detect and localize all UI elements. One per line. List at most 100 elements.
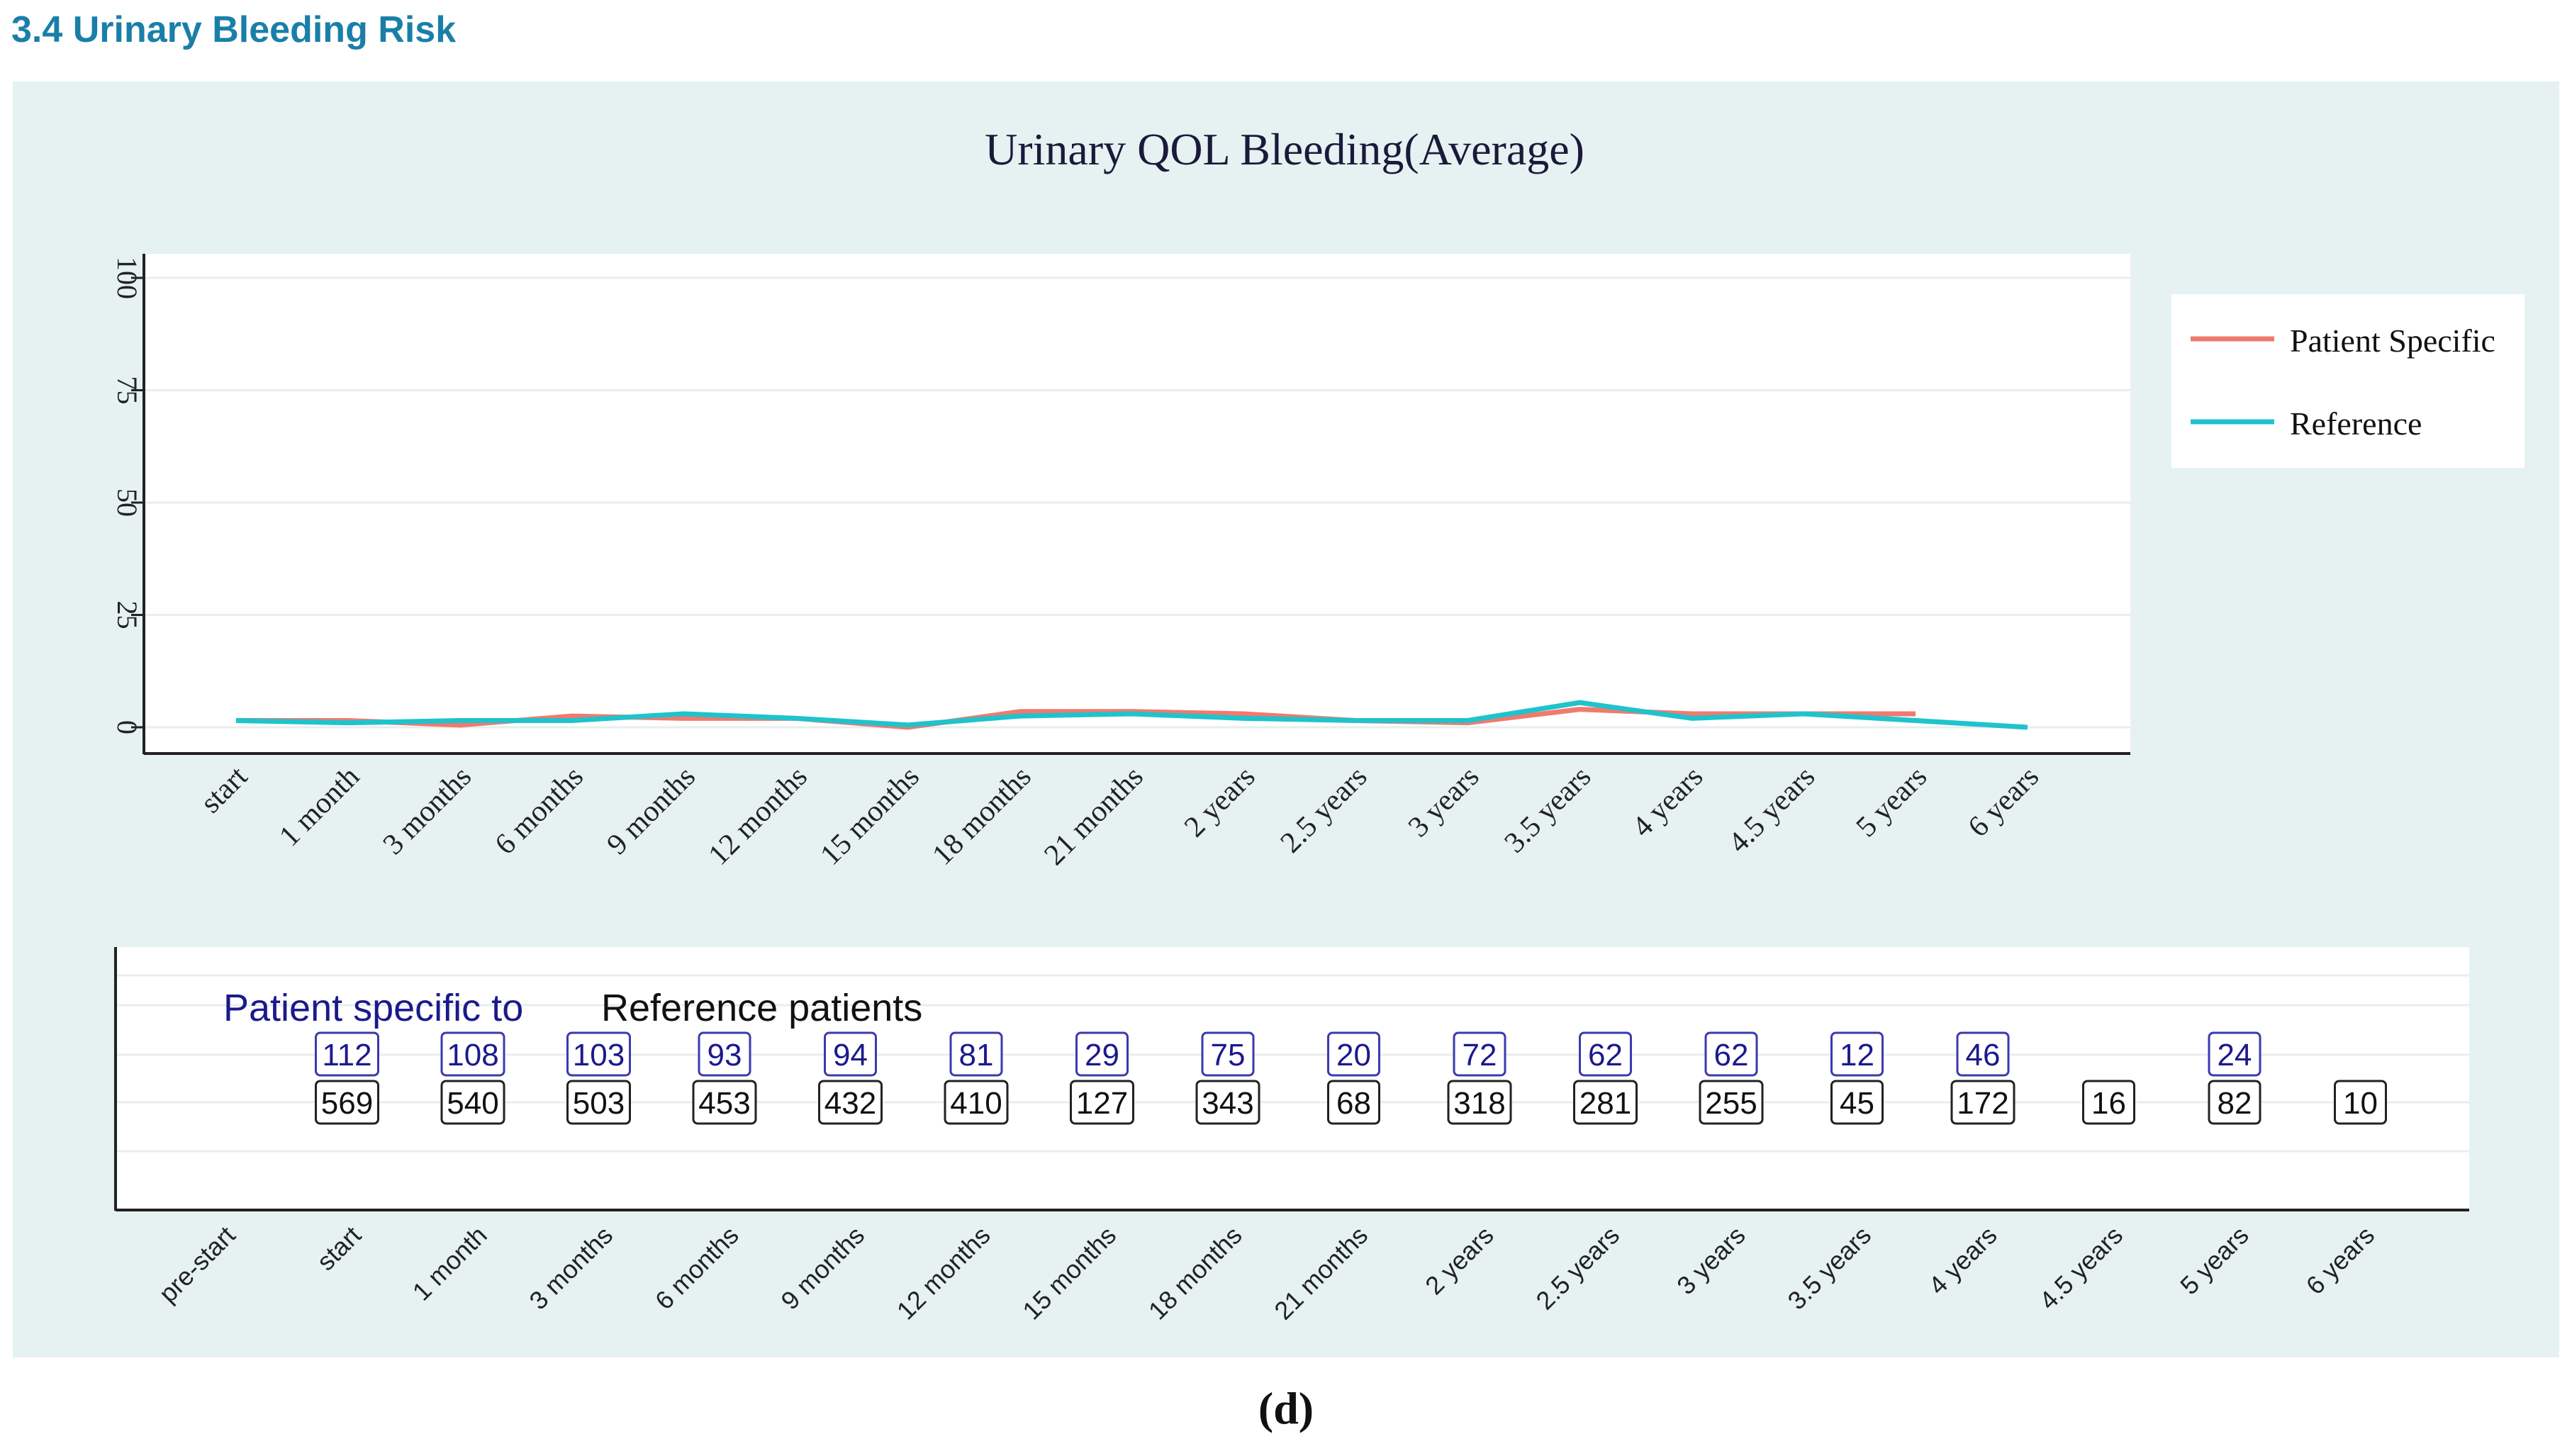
count-cell-box: [824, 1031, 877, 1077]
x-tick-label: 5 years: [1850, 761, 1933, 844]
count-cell-reference: 45: [1830, 1080, 1884, 1125]
count-cell-patient: 81: [949, 1031, 1003, 1077]
counts-x-tick-label: 15 months: [1017, 1221, 1122, 1326]
count-cell-value: 24: [2218, 1038, 2252, 1073]
count-cell-reference: 432: [818, 1080, 883, 1125]
chart-title: Urinary QOL Bleeding(Average): [985, 124, 1584, 174]
count-cell-reference: 540: [440, 1080, 505, 1125]
count-cell-reference: 569: [315, 1080, 379, 1125]
counts-x-tick-label: 6 years: [2300, 1221, 2380, 1300]
count-cell-box: [1447, 1080, 1512, 1125]
counts-x-tick-label: 4.5 years: [2033, 1221, 2128, 1316]
x-tick-label: 4.5 years: [1722, 761, 1821, 860]
count-cell-value: 16: [2091, 1086, 2126, 1121]
legend-label-patient: Patient Specific: [2290, 323, 2495, 359]
count-cell-value: 453: [698, 1086, 750, 1121]
count-cell-box: [2082, 1080, 2135, 1125]
legend-box: [2171, 294, 2525, 468]
count-cell-value: 127: [1076, 1086, 1128, 1121]
count-cell-box: [440, 1080, 505, 1125]
count-cell-patient: 112: [315, 1031, 379, 1077]
count-cell-reference: 172: [1950, 1080, 2015, 1125]
counts-x-tick-label: 3 months: [523, 1221, 618, 1316]
x-tick-label: 4 years: [1626, 761, 1709, 844]
count-cell-patient: 29: [1075, 1031, 1129, 1077]
count-cell-value: 343: [1202, 1086, 1253, 1121]
count-cell-patient: 108: [440, 1031, 505, 1077]
count-cell-value: 94: [833, 1038, 868, 1073]
count-cell-reference: 68: [1327, 1080, 1380, 1125]
count-cell-box: [1704, 1031, 1758, 1077]
y-tick-label: 75: [111, 376, 143, 405]
count-cell-value: 68: [1336, 1086, 1371, 1121]
count-cell-value: 12: [1840, 1038, 1874, 1073]
x-tick-label: 18 months: [927, 761, 1038, 872]
count-cell-reference: 503: [566, 1080, 631, 1125]
y-tick-label: 100: [111, 257, 143, 299]
count-cell-box: [1327, 1080, 1380, 1125]
x-tick-label: start: [194, 760, 254, 819]
count-cell-patient: 62: [1704, 1031, 1758, 1077]
count-cell-box: [566, 1080, 631, 1125]
counts-x-tick-label: 9 months: [775, 1221, 870, 1316]
count-cell-box: [2208, 1031, 2261, 1077]
count-cell-value: 81: [959, 1038, 994, 1073]
count-cell-value: 432: [824, 1086, 876, 1121]
counts-x-tick-label: start: [311, 1221, 367, 1276]
count-cell-value: 62: [1714, 1038, 1749, 1073]
count-cell-box: [440, 1031, 505, 1077]
count-cell-reference: 281: [1573, 1080, 1638, 1125]
count-cell-patient: 94: [824, 1031, 877, 1077]
count-cell-patient: 12: [1830, 1031, 1884, 1077]
count-cell-box: [1453, 1031, 1506, 1077]
count-cell-value: 72: [1463, 1038, 1497, 1073]
count-cell-reference: 82: [2208, 1080, 2261, 1125]
count-cell-patient: 62: [1579, 1031, 1632, 1077]
count-cell-value: 503: [573, 1086, 625, 1121]
counts-x-tick-label: pre-start: [153, 1221, 241, 1309]
y-tick-label: 0: [111, 720, 143, 734]
count-cell-value: 20: [1336, 1038, 1371, 1073]
count-cell-value: 112: [322, 1038, 371, 1073]
count-cell-box: [1573, 1080, 1638, 1125]
x-tick-label: 2 years: [1178, 761, 1261, 844]
count-cell-box: [692, 1080, 757, 1125]
x-tick-label: 3 months: [377, 761, 478, 861]
x-tick-label: 12 months: [703, 761, 814, 872]
count-cell-value: 103: [573, 1038, 625, 1073]
count-cell-value: 281: [1579, 1086, 1631, 1121]
count-cell-value: 10: [2343, 1086, 2378, 1121]
counts-x-tick-label: 18 months: [1143, 1221, 1248, 1326]
count-cell-value: 410: [950, 1086, 1002, 1121]
x-tick-label: 2.5 years: [1275, 761, 1374, 860]
count-cell-box: [2334, 1080, 2387, 1125]
count-cell-box: [566, 1031, 631, 1077]
count-cell-value: 172: [1957, 1086, 2008, 1121]
counts-x-tick-label: 21 months: [1268, 1221, 1373, 1326]
x-tick-label: 15 months: [815, 761, 926, 872]
count-cell-reference: 127: [1070, 1080, 1134, 1125]
counts-x-tick-label: 4 years: [1923, 1221, 2002, 1300]
count-cell-box: [698, 1031, 751, 1077]
x-tick-label: 21 months: [1038, 761, 1149, 872]
count-cell-value: 62: [1588, 1038, 1623, 1073]
x-tick-label: 3 years: [1402, 761, 1485, 844]
count-cell-patient: 103: [566, 1031, 631, 1077]
count-cell-box: [315, 1080, 379, 1125]
count-cell-box: [1579, 1031, 1632, 1077]
count-cell-reference: 255: [1699, 1080, 1764, 1125]
count-cell-box: [1830, 1080, 1884, 1125]
count-cell-box: [1830, 1031, 1884, 1077]
section-title: 3.4 Urinary Bleeding Risk: [11, 9, 457, 50]
count-cell-box: [1195, 1080, 1260, 1125]
count-cell-reference: 318: [1447, 1080, 1512, 1125]
count-cell-box: [1956, 1031, 2010, 1077]
count-cell-reference: 10: [2334, 1080, 2387, 1125]
count-cell-value: 29: [1085, 1038, 1119, 1073]
counts-x-tick-label: 2.5 years: [1530, 1221, 1625, 1316]
count-cell-box: [944, 1080, 1009, 1125]
count-cell-patient: 75: [1201, 1031, 1255, 1077]
count-cell-box: [1950, 1080, 2015, 1125]
counts-x-tick-label: 3 years: [1671, 1221, 1750, 1300]
